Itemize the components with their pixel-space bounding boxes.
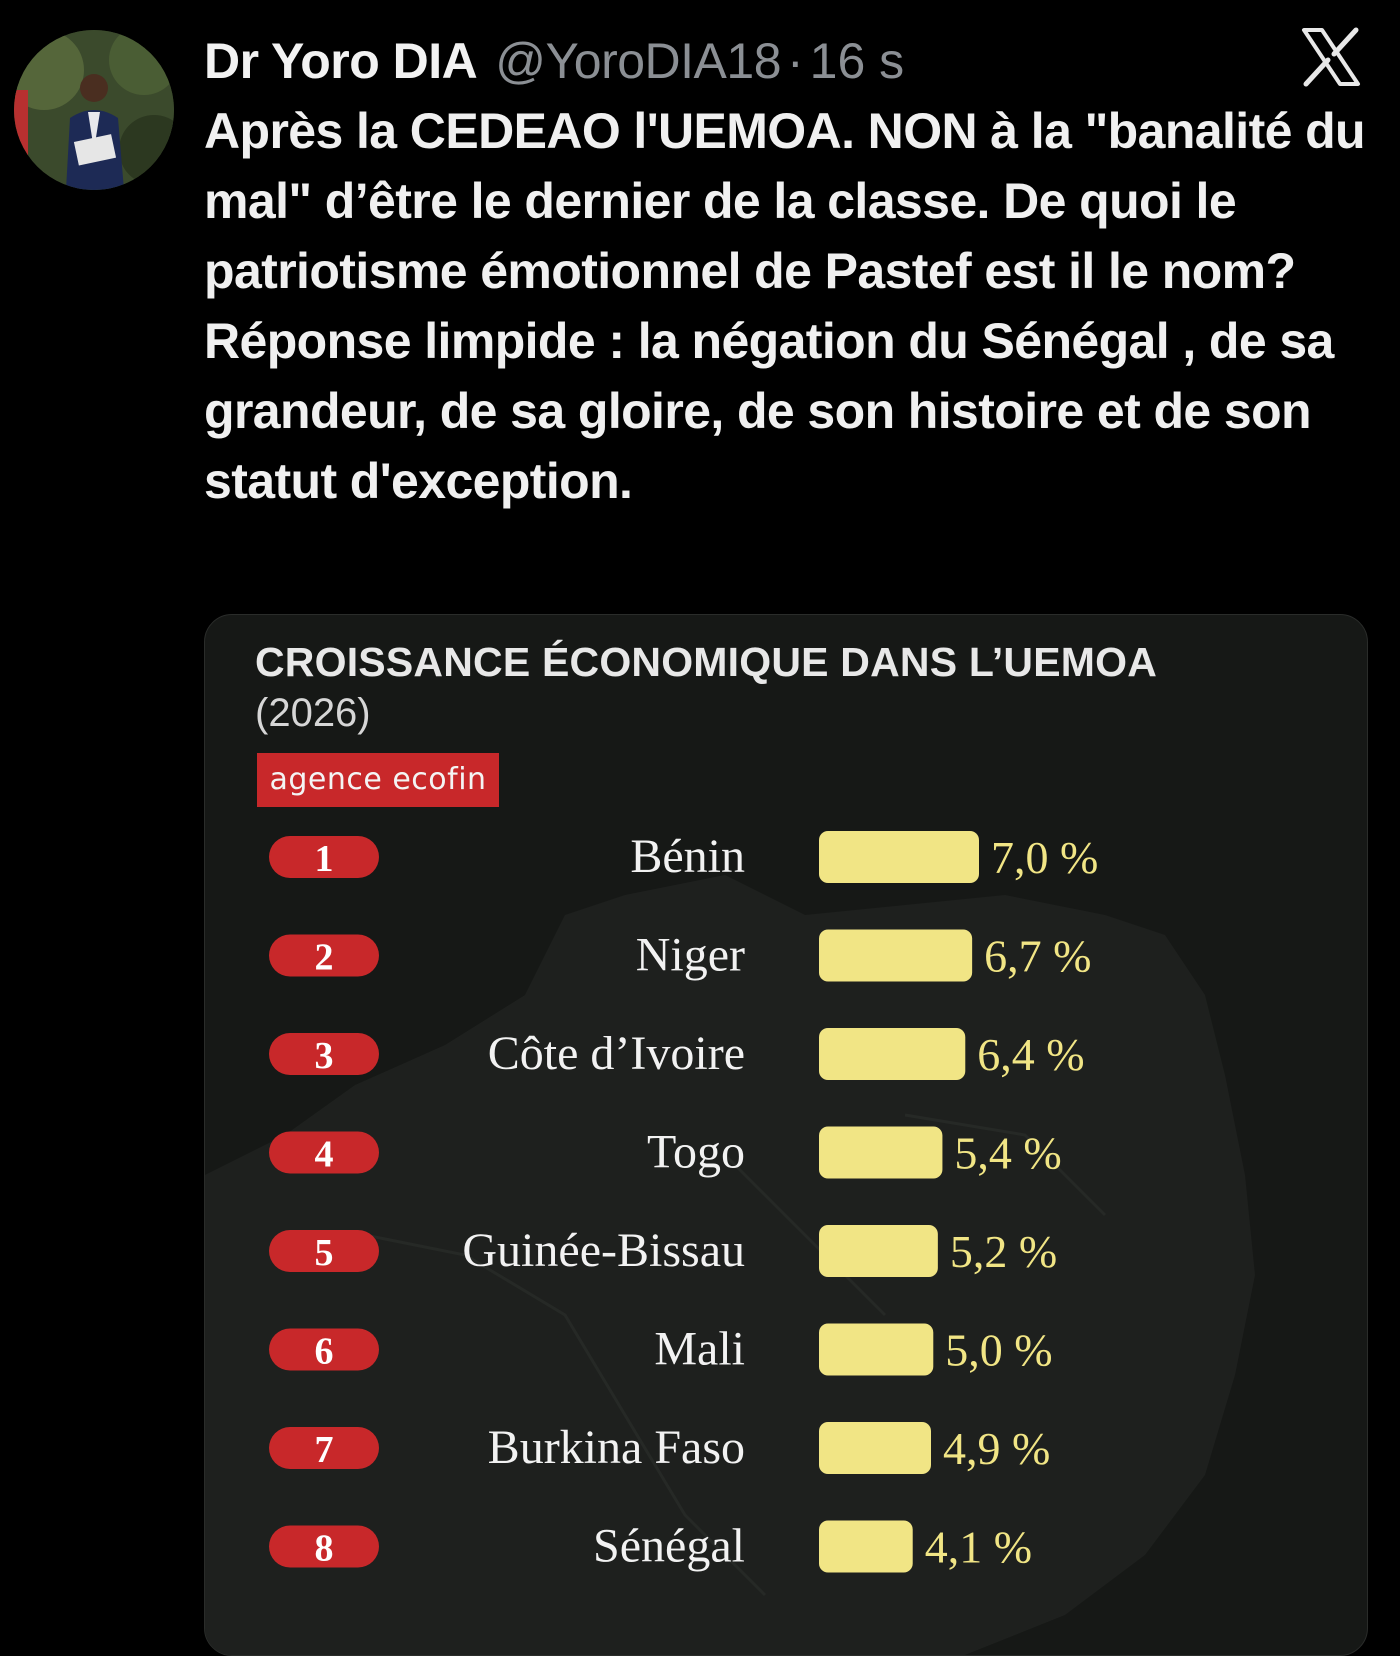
bar [819, 831, 979, 883]
bar [819, 929, 973, 982]
bar [819, 1422, 931, 1474]
tweet-time[interactable]: 16 s [809, 33, 905, 89]
value-label: 7,0 % [991, 832, 1098, 883]
value-label: 6,7 % [984, 931, 1091, 982]
rank-badge [269, 1328, 379, 1371]
rank-badge [269, 1033, 379, 1075]
rank-label: 5 [315, 1232, 334, 1274]
bar [819, 1323, 934, 1376]
value-label: 5,4 % [954, 1128, 1061, 1179]
tweet-header: Dr Yoro DIA @YoroDIA18 · 16 s [204, 32, 904, 92]
rank-badge [269, 934, 379, 977]
bar [819, 1028, 966, 1080]
author-handle[interactable]: @YoroDIA18 [495, 33, 781, 89]
profile-photo [14, 30, 174, 190]
value-label: 5,2 % [950, 1226, 1057, 1277]
category-label: Bénin [630, 830, 745, 883]
category-label: Sénégal [593, 1520, 745, 1573]
rank-label: 3 [315, 1035, 334, 1077]
growth-bar-chart: 1 Bénin 7,0 % 2 Niger 6,7 % 3 Côte d’Ivoire 6,4 … [269, 830, 1098, 1573]
rank-badge [269, 1525, 379, 1568]
category-label: Mali [654, 1323, 745, 1376]
rank-badge [269, 1131, 379, 1174]
bar [819, 1520, 913, 1573]
separator: · [787, 33, 804, 89]
x-logo-icon[interactable] [1300, 26, 1362, 88]
rank-label: 2 [315, 937, 334, 979]
value-label: 5,0 % [945, 1325, 1052, 1376]
west-africa-map-background [205, 875, 1255, 1655]
value-label: 4,9 % [943, 1423, 1050, 1474]
rank-label: 4 [315, 1134, 334, 1176]
category-label: Togo [647, 1126, 745, 1179]
rank-label: 8 [315, 1528, 334, 1570]
category-label: Guinée-Bissau [462, 1224, 745, 1277]
bar [819, 1225, 938, 1277]
category-label: Niger [636, 929, 745, 982]
rank-label: 1 [315, 838, 334, 880]
tweet-text: Après la CEDEAO l'UEMOA. NON à la "banal… [204, 103, 1366, 509]
avatar[interactable] [14, 30, 174, 190]
category-label: Burkina Faso [488, 1421, 745, 1474]
source-logo: agence ecofin [257, 753, 499, 807]
rank-label: 7 [315, 1429, 334, 1471]
rank-badge [269, 1427, 379, 1469]
value-label: 4,1 % [925, 1522, 1032, 1573]
rank-badge [269, 836, 379, 878]
chart-title: CROISSANCE ÉCONOMIQUE DANS L’UEMOA [255, 639, 1158, 685]
value-label: 6,4 % [977, 1029, 1084, 1080]
chart-subtitle: (2026) [255, 691, 371, 735]
chart-image-card[interactable]: CROISSANCE ÉCONOMIQUE DANS L’UEMOA (2026… [204, 614, 1368, 1656]
author-name[interactable]: Dr Yoro DIA [204, 33, 478, 89]
rank-badge [269, 1230, 379, 1272]
rank-label: 6 [315, 1331, 334, 1373]
category-label: Côte d’Ivoire [488, 1027, 745, 1080]
bar [819, 1126, 943, 1179]
